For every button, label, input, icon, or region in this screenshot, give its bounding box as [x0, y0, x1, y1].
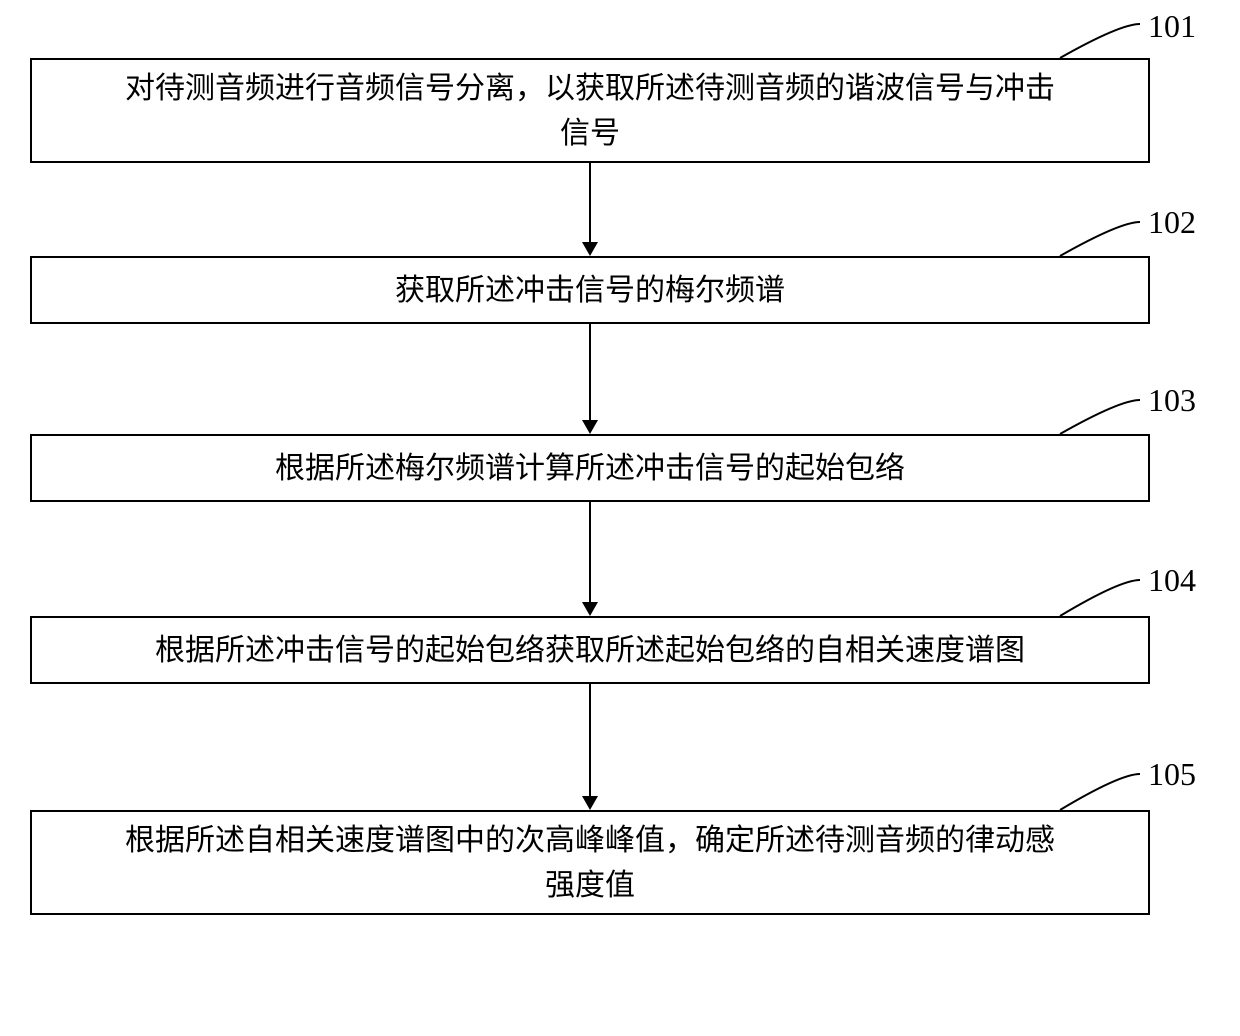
step-label-105: 105 [1148, 756, 1196, 793]
leader-curve-105 [0, 0, 1240, 1036]
flowchart-canvas: 对待测音频进行音频信号分离，以获取所述待测音频的谐波信号与冲击 信号 101 获… [0, 0, 1240, 1036]
